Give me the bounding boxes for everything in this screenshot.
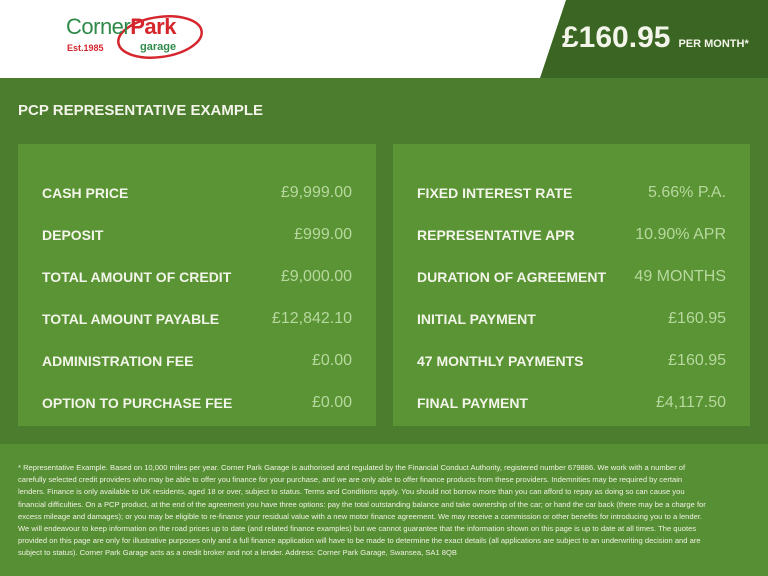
finance-label: OPTION TO PURCHASE FEE	[42, 395, 233, 411]
monthly-price: £160.95	[562, 21, 671, 54]
finance-label: TOTAL AMOUNT PAYABLE	[42, 311, 220, 327]
footer: * Representative Example. Based on 10,00…	[0, 444, 768, 576]
finance-value: £160.95	[668, 310, 726, 327]
finance-value: £999.00	[294, 226, 352, 243]
finance-row: TOTAL AMOUNT PAYABLE £12,842.10	[18, 298, 376, 340]
section-title: PCP REPRESENTATIVE EXAMPLE	[18, 102, 264, 119]
finance-row: CASH PRICE £9,999.00	[18, 172, 376, 214]
logo-garage: garage	[140, 41, 177, 53]
per-month-label: PER MONTH*	[678, 38, 749, 50]
logo-swoosh-icon	[117, 15, 203, 59]
disclaimer-text: * Representative Example. Based on 10,00…	[18, 463, 706, 558]
finance-value: 5.66% P.A.	[648, 184, 726, 201]
finance-value: £9,999.00	[280, 184, 352, 201]
finance-value: 10.90% APR	[635, 226, 726, 243]
finance-label: FINAL PAYMENT	[417, 395, 528, 411]
finance-label: REPRESENTATIVE APR	[417, 227, 575, 243]
logo-est: Est.1985	[67, 43, 104, 53]
finance-label: CASH PRICE	[42, 185, 129, 201]
left-panel: CASH PRICE £9,999.00 DEPOSIT £999.00 TOTAL A…	[18, 144, 376, 426]
finance-label: ADMINISTRATION FEE	[42, 353, 194, 369]
finance-label: FIXED INTEREST RATE	[417, 185, 573, 201]
corner-park-logo[interactable]: CornerPark Est.1985 garage	[64, 10, 214, 66]
finance-value: £0.00	[311, 394, 352, 411]
price-group: £160.95 PER MONTH*	[562, 20, 749, 56]
finance-value: £9,000.00	[280, 268, 352, 285]
right-panel: FIXED INTEREST RATE 5.66% P.A. REPRESENTAT…	[393, 144, 750, 426]
finance-row: FIXED INTEREST RATE 5.66% P.A.	[393, 172, 750, 214]
finance-label: INITIAL PAYMENT	[417, 311, 536, 327]
finance-row: INITIAL PAYMENT £160.95	[393, 298, 750, 340]
finance-row: 47 MONTHLY PAYMENTS £160.95	[393, 340, 750, 382]
price-box	[540, 0, 768, 78]
finance-value: 49 MONTHS	[634, 268, 726, 285]
finance-value: £4,117.50	[656, 394, 726, 411]
finance-label: 47 MONTHLY PAYMENTS	[417, 353, 584, 369]
finance-value: £0.00	[311, 352, 352, 369]
finance-row: REPRESENTATIVE APR 10.90% APR	[393, 214, 750, 256]
finance-row: DEPOSIT £999.00	[18, 214, 376, 256]
finance-label: TOTAL AMOUNT OF CREDIT	[42, 269, 232, 285]
finance-row: DURATION OF AGREEMENT 49 MONTHS	[393, 256, 750, 298]
finance-row: TOTAL AMOUNT OF CREDIT £9,000.00	[18, 256, 376, 298]
logo-corner: Corner	[66, 14, 131, 39]
finance-row: OPTION TO PURCHASE FEE £0.00	[18, 382, 376, 424]
finance-row: FINAL PAYMENT £4,117.50	[393, 382, 750, 424]
finance-value: £12,842.10	[271, 310, 352, 327]
finance-label: DURATION OF AGREEMENT	[417, 269, 606, 285]
finance-label: DEPOSIT	[42, 227, 104, 243]
finance-row: ADMINISTRATION FEE £0.00	[18, 340, 376, 382]
logo-park: Park	[130, 14, 176, 39]
finance-value: £160.95	[668, 352, 726, 369]
